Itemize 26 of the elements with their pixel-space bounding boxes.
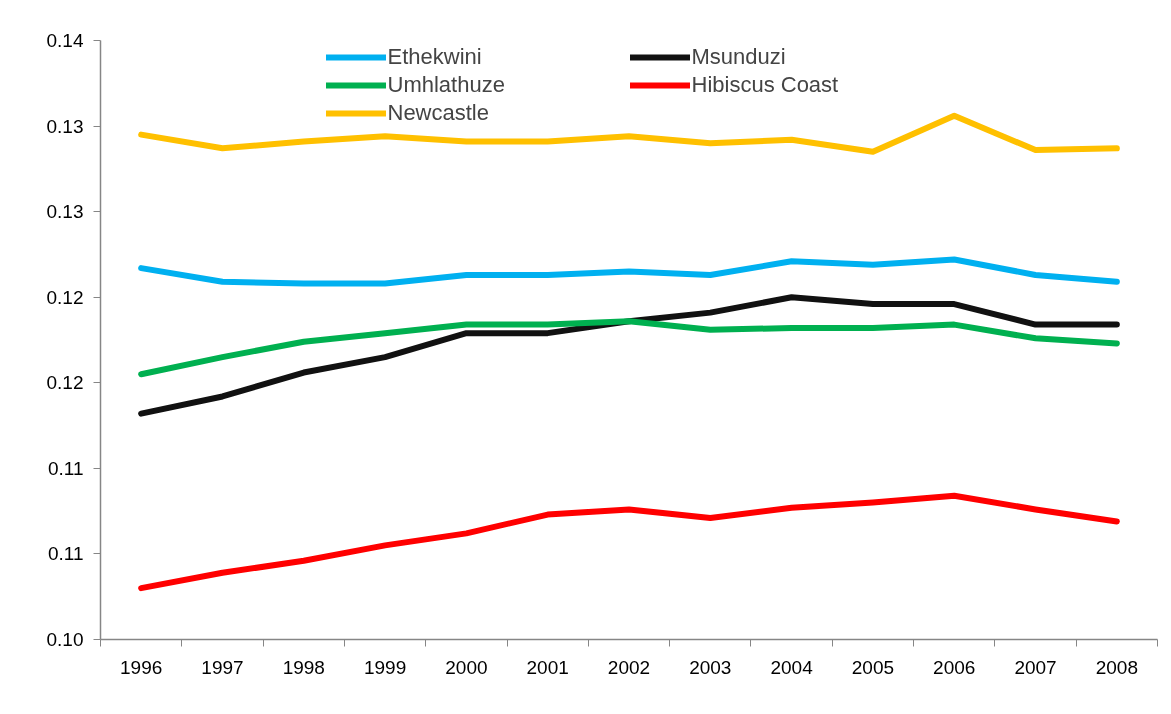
y-tick-label: 0.13 (46, 115, 84, 137)
x-tick-label: 2008 (1095, 656, 1138, 678)
legend-label: Newcastle (387, 100, 490, 126)
y-tick-label: 0.12 (46, 372, 84, 394)
x-tick-label: 2005 (851, 656, 895, 678)
x-tick-label: 2007 (1014, 656, 1057, 678)
y-tick-label: 0.13 (46, 201, 84, 223)
y-tick-label: 0.12 (46, 286, 84, 308)
x-tick-label: 1997 (201, 656, 244, 678)
x-tick-label: 2000 (445, 656, 488, 678)
y-tick-label: 0.10 (46, 629, 84, 650)
x-tick-label: 2006 (933, 656, 976, 678)
x-tick-label: 2002 (607, 656, 651, 678)
x-tick-label: 2003 (689, 656, 732, 678)
legend-label: Ethekwini (387, 44, 483, 70)
y-tick-label: 0.11 (47, 457, 84, 479)
x-tick-label: 1999 (363, 656, 407, 678)
legend-label: Hibiscus Coast (691, 72, 840, 98)
y-tick-label: 0.14 (46, 30, 84, 51)
x-tick-label: 2004 (770, 656, 814, 678)
x-tick-label: 1998 (282, 656, 325, 678)
x-tick-label: 2001 (526, 656, 569, 678)
legend-label: Msunduzi (691, 44, 787, 70)
y-tick-label: 0.11 (47, 543, 84, 565)
legend-label: Umhlathuze (387, 72, 506, 98)
x-tick-label: 1996 (120, 656, 163, 678)
